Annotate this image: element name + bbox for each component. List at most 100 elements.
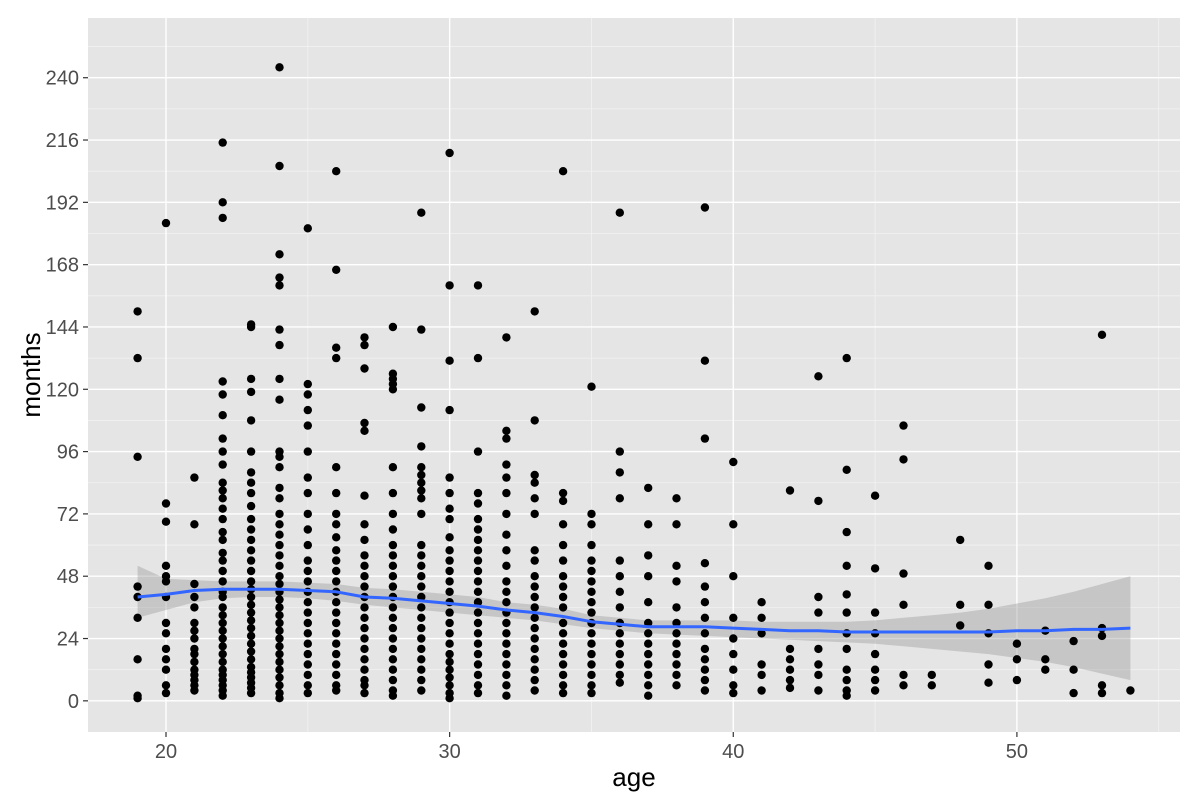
data-point [587, 670, 596, 680]
data-point [473, 649, 483, 659]
data-point [190, 579, 199, 589]
data-point [332, 463, 341, 472]
data-point [502, 660, 511, 669]
data-point [502, 618, 511, 628]
data-point [530, 603, 539, 612]
data-point [190, 592, 199, 602]
data-point [246, 556, 256, 565]
data-point [303, 390, 312, 399]
y-tick-label: 144 [46, 317, 79, 339]
data-point [842, 353, 851, 363]
data-point [672, 681, 681, 690]
data-point [502, 681, 511, 690]
data-point [870, 649, 880, 659]
data-point [644, 660, 653, 669]
data-point [587, 639, 596, 648]
data-point [445, 533, 454, 542]
data-point [615, 556, 624, 565]
data-point [615, 572, 624, 581]
data-point [417, 655, 426, 664]
data-point [1097, 681, 1107, 690]
data-point [729, 634, 738, 643]
data-point [558, 660, 568, 669]
data-point [275, 649, 284, 659]
data-point [587, 520, 596, 529]
data-point [388, 582, 398, 591]
data-point [899, 600, 908, 609]
data-point [644, 629, 653, 638]
data-point [417, 540, 426, 550]
data-point [417, 572, 426, 581]
data-point [246, 639, 256, 648]
data-point [360, 603, 369, 612]
data-point [615, 468, 624, 477]
data-point [615, 670, 624, 680]
data-point [417, 561, 426, 570]
data-point [218, 494, 227, 503]
data-point [502, 577, 511, 586]
data-point [417, 486, 426, 495]
data-point [445, 618, 454, 628]
data-point [899, 569, 908, 578]
data-point [842, 608, 851, 617]
confidence-band [137, 565, 1131, 681]
data-point [246, 447, 256, 456]
data-points [133, 63, 1135, 703]
data-point [388, 463, 398, 472]
data-point [984, 561, 993, 570]
data-point [275, 374, 284, 384]
data-point [246, 566, 256, 576]
data-point [218, 535, 227, 545]
data-point [133, 452, 142, 461]
data-point [672, 649, 681, 659]
data-point [218, 434, 227, 443]
data-point [388, 488, 398, 498]
data-point [700, 559, 710, 568]
data-point [558, 540, 568, 550]
data-point [445, 587, 454, 596]
data-point [558, 167, 568, 176]
data-point [615, 208, 624, 217]
data-point [615, 649, 624, 659]
data-point [246, 488, 256, 498]
data-point [473, 629, 483, 638]
data-point [246, 468, 256, 477]
data-point [644, 649, 653, 659]
data-point [672, 618, 681, 628]
data-point [530, 416, 539, 425]
data-point [587, 566, 596, 576]
x-tick-label: 40 [722, 741, 744, 763]
data-point [1041, 655, 1050, 664]
y-tick-label: 192 [46, 192, 79, 214]
data-point [899, 681, 908, 690]
data-point [757, 598, 766, 607]
data-point [246, 322, 256, 332]
data-point [360, 551, 369, 560]
data-point [842, 561, 851, 570]
data-point [644, 483, 653, 493]
data-point [870, 608, 880, 617]
data-point [218, 556, 227, 565]
data-point [360, 520, 369, 529]
data-point [360, 491, 369, 500]
data-point [275, 340, 284, 350]
data-point [360, 688, 369, 698]
data-point [218, 486, 227, 495]
data-point [445, 356, 454, 365]
data-point [644, 598, 653, 607]
data-point [1041, 665, 1050, 674]
data-point [303, 525, 312, 534]
data-point [218, 634, 227, 643]
data-point [275, 483, 284, 493]
data-point [161, 665, 171, 674]
data-point [700, 629, 710, 638]
y-tick-label: 120 [46, 379, 79, 401]
data-point [332, 520, 341, 529]
data-point [218, 138, 227, 147]
data-point [870, 665, 880, 674]
data-point [190, 649, 199, 659]
data-point [417, 592, 426, 602]
data-point [360, 634, 369, 643]
data-point [615, 447, 624, 456]
